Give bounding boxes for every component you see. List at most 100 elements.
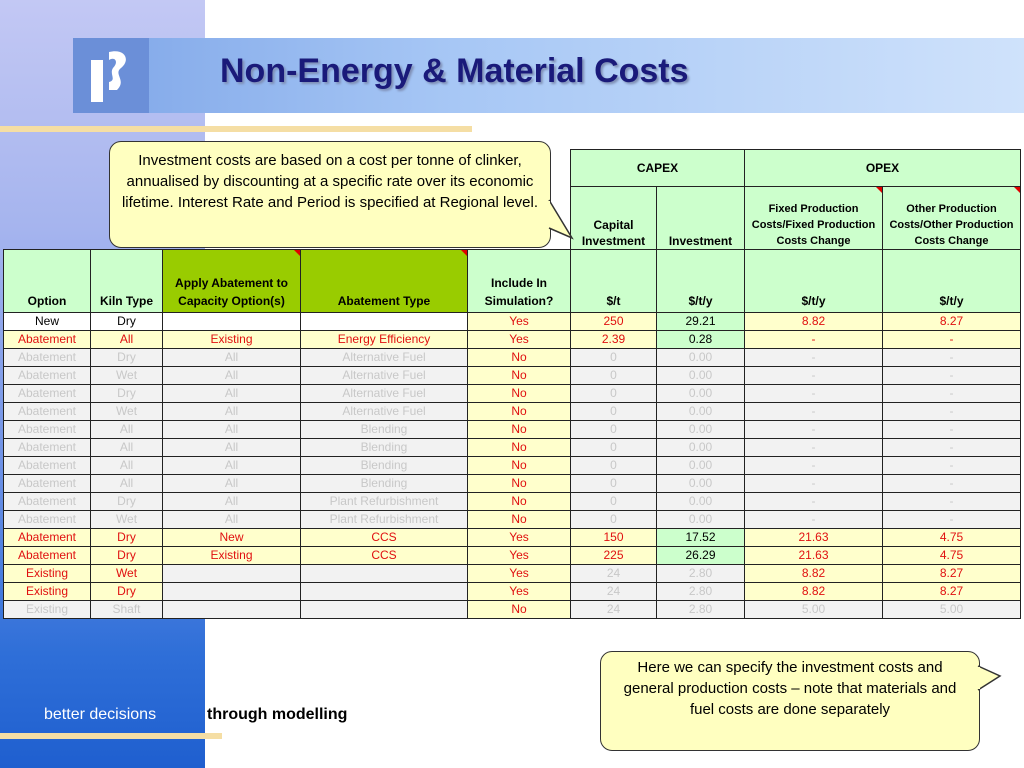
cell-apply-abatement[interactable]: [162, 564, 301, 583]
cell-apply-abatement[interactable]: [162, 600, 301, 619]
cell-investment[interactable]: 0.00: [656, 492, 745, 511]
cell-investment[interactable]: 17.52: [656, 528, 745, 547]
cell-investment[interactable]: 0.00: [656, 384, 745, 403]
cell-option[interactable]: New: [3, 312, 91, 331]
cell-capital-investment[interactable]: 24: [570, 582, 657, 601]
cell-fixed-production[interactable]: 8.82: [744, 564, 883, 583]
cell-option[interactable]: Abatement: [3, 546, 91, 565]
cell-kiln-type[interactable]: Wet: [90, 564, 163, 583]
cell-kiln-type[interactable]: Dry: [90, 528, 163, 547]
cell-kiln-type[interactable]: All: [90, 438, 163, 457]
cell-kiln-type[interactable]: All: [90, 330, 163, 349]
cell-kiln-type[interactable]: All: [90, 456, 163, 475]
cell-abatement-type[interactable]: Alternative Fuel: [300, 384, 468, 403]
cell-fixed-production[interactable]: -: [744, 420, 883, 439]
cell-investment[interactable]: 0.00: [656, 474, 745, 493]
cell-abatement-type[interactable]: Alternative Fuel: [300, 348, 468, 367]
cell-kiln-type[interactable]: Wet: [90, 510, 163, 529]
cell-include[interactable]: No: [467, 348, 571, 367]
cell-abatement-type[interactable]: [300, 600, 468, 619]
cell-apply-abatement[interactable]: Existing: [162, 330, 301, 349]
cell-other-production[interactable]: 8.27: [882, 564, 1021, 583]
cell-apply-abatement[interactable]: All: [162, 384, 301, 403]
cell-abatement-type[interactable]: CCS: [300, 546, 468, 565]
cell-fixed-production[interactable]: -: [744, 492, 883, 511]
cell-option[interactable]: Abatement: [3, 330, 91, 349]
cell-include[interactable]: Yes: [467, 564, 571, 583]
cell-kiln-type[interactable]: Wet: [90, 402, 163, 421]
cell-other-production[interactable]: 4.75: [882, 528, 1021, 547]
cell-include[interactable]: No: [467, 474, 571, 493]
cell-abatement-type[interactable]: Energy Efficiency: [300, 330, 468, 349]
cell-investment[interactable]: 2.80: [656, 564, 745, 583]
cell-abatement-type[interactable]: Alternative Fuel: [300, 366, 468, 385]
cell-capital-investment[interactable]: 0: [570, 456, 657, 475]
cell-capital-investment[interactable]: 0: [570, 438, 657, 457]
cell-include[interactable]: Yes: [467, 330, 571, 349]
cell-other-production[interactable]: -: [882, 492, 1021, 511]
cell-option[interactable]: Abatement: [3, 456, 91, 475]
cell-option[interactable]: Abatement: [3, 510, 91, 529]
cell-other-production[interactable]: -: [882, 366, 1021, 385]
cell-kiln-type[interactable]: Dry: [90, 582, 163, 601]
cell-investment[interactable]: 0.00: [656, 366, 745, 385]
cell-include[interactable]: No: [467, 420, 571, 439]
cell-apply-abatement[interactable]: All: [162, 402, 301, 421]
cell-other-production[interactable]: -: [882, 330, 1021, 349]
cell-option[interactable]: Abatement: [3, 438, 91, 457]
cell-capital-investment[interactable]: 0: [570, 384, 657, 403]
cell-apply-abatement[interactable]: All: [162, 348, 301, 367]
cell-apply-abatement[interactable]: New: [162, 528, 301, 547]
cell-kiln-type[interactable]: All: [90, 474, 163, 493]
cell-other-production[interactable]: -: [882, 510, 1021, 529]
cell-fixed-production[interactable]: -: [744, 348, 883, 367]
cell-fixed-production[interactable]: 21.63: [744, 546, 883, 565]
cell-include[interactable]: Yes: [467, 312, 571, 331]
cell-capital-investment[interactable]: 0: [570, 348, 657, 367]
cell-capital-investment[interactable]: 24: [570, 564, 657, 583]
cell-abatement-type[interactable]: [300, 564, 468, 583]
cell-option[interactable]: Abatement: [3, 474, 91, 493]
cell-abatement-type[interactable]: [300, 312, 468, 331]
cell-capital-investment[interactable]: 0: [570, 366, 657, 385]
cell-option[interactable]: Abatement: [3, 402, 91, 421]
cell-investment[interactable]: 29.21: [656, 312, 745, 331]
cell-include[interactable]: Yes: [467, 546, 571, 565]
cell-abatement-type[interactable]: Plant Refurbishment: [300, 510, 468, 529]
cell-other-production[interactable]: -: [882, 384, 1021, 403]
cell-kiln-type[interactable]: Shaft: [90, 600, 163, 619]
cell-include[interactable]: No: [467, 456, 571, 475]
cell-kiln-type[interactable]: Dry: [90, 546, 163, 565]
cell-apply-abatement[interactable]: All: [162, 492, 301, 511]
cell-kiln-type[interactable]: All: [90, 420, 163, 439]
cell-fixed-production[interactable]: -: [744, 384, 883, 403]
cell-option[interactable]: Abatement: [3, 384, 91, 403]
cell-fixed-production[interactable]: -: [744, 474, 883, 493]
cell-option[interactable]: Existing: [3, 564, 91, 583]
cell-apply-abatement[interactable]: All: [162, 438, 301, 457]
cell-capital-investment[interactable]: 24: [570, 600, 657, 619]
cell-abatement-type[interactable]: Blending: [300, 456, 468, 475]
cell-investment[interactable]: 26.29: [656, 546, 745, 565]
cell-fixed-production[interactable]: -: [744, 330, 883, 349]
cell-capital-investment[interactable]: 2.39: [570, 330, 657, 349]
cell-include[interactable]: No: [467, 510, 571, 529]
cell-abatement-type[interactable]: [300, 582, 468, 601]
cell-fixed-production[interactable]: 5.00: [744, 600, 883, 619]
cell-kiln-type[interactable]: Dry: [90, 384, 163, 403]
cell-other-production[interactable]: -: [882, 474, 1021, 493]
cell-include[interactable]: No: [467, 366, 571, 385]
cell-other-production[interactable]: -: [882, 348, 1021, 367]
cell-investment[interactable]: 2.80: [656, 600, 745, 619]
cell-abatement-type[interactable]: Blending: [300, 474, 468, 493]
cell-include[interactable]: Yes: [467, 528, 571, 547]
cell-other-production[interactable]: 4.75: [882, 546, 1021, 565]
cell-investment[interactable]: 0.28: [656, 330, 745, 349]
cell-kiln-type[interactable]: Dry: [90, 492, 163, 511]
cell-fixed-production[interactable]: 8.82: [744, 312, 883, 331]
cell-option[interactable]: Existing: [3, 582, 91, 601]
cell-abatement-type[interactable]: Plant Refurbishment: [300, 492, 468, 511]
cell-other-production[interactable]: -: [882, 438, 1021, 457]
cell-capital-investment[interactable]: 0: [570, 492, 657, 511]
cell-fixed-production[interactable]: -: [744, 438, 883, 457]
